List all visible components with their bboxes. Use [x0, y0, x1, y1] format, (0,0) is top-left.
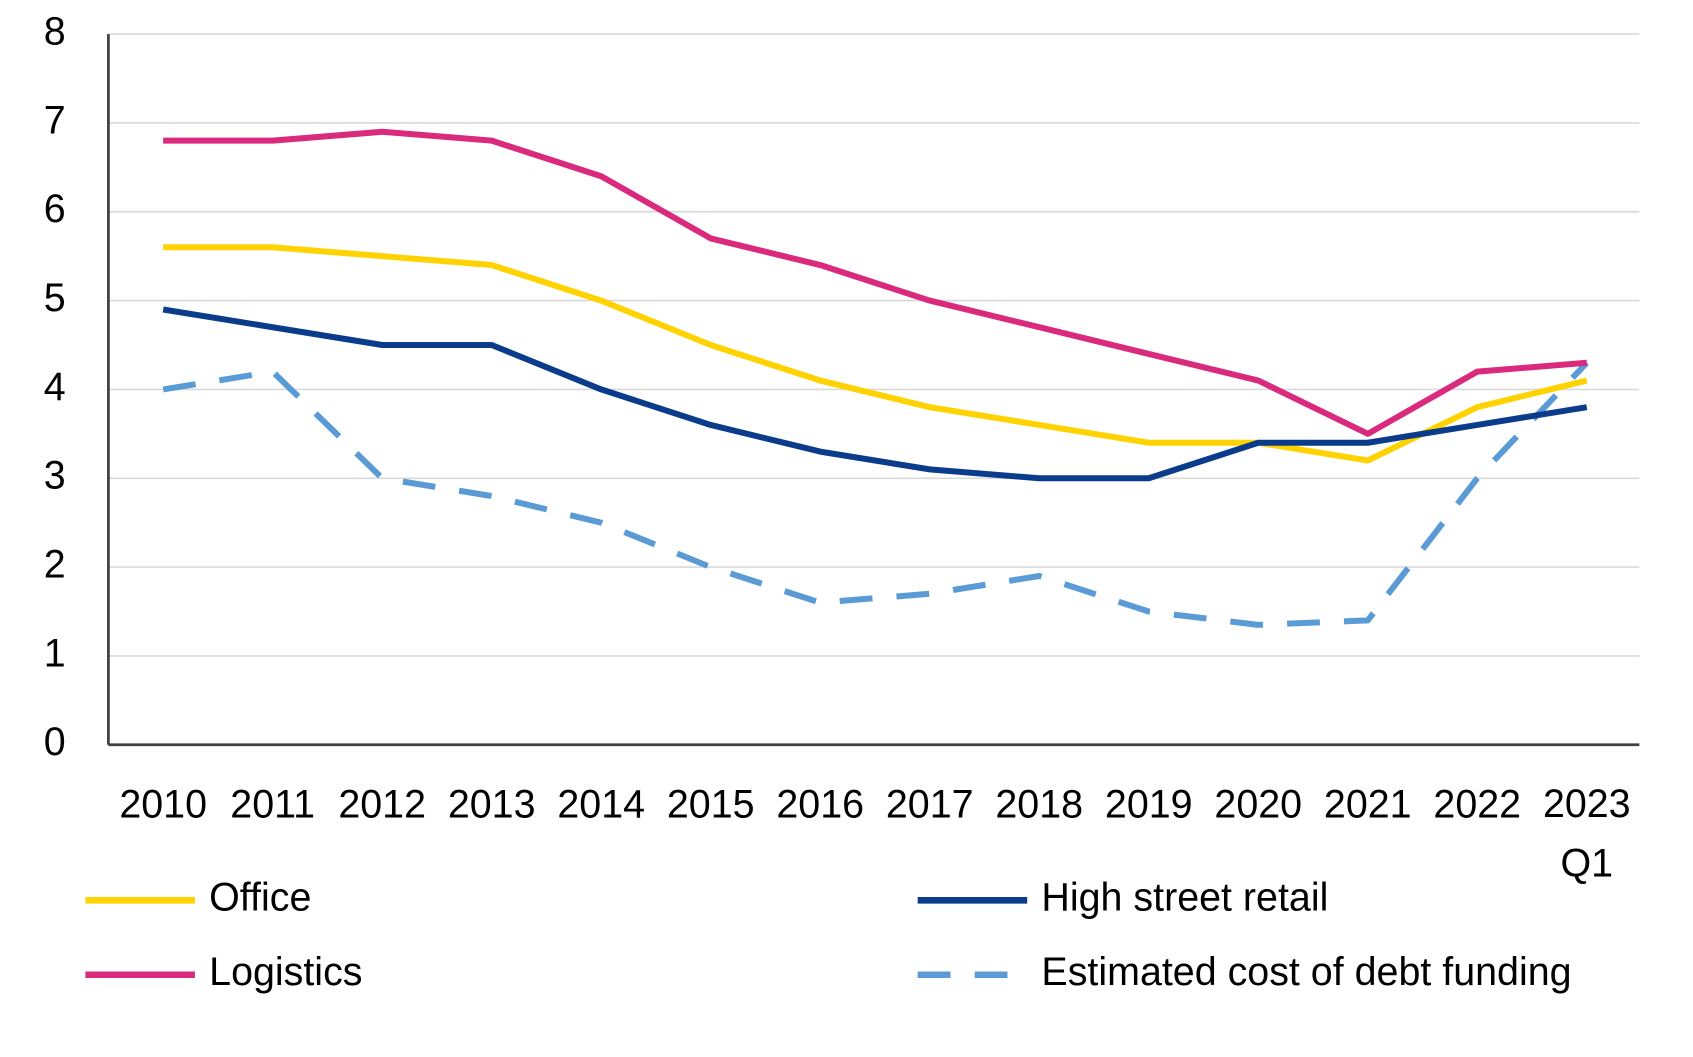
- x-tick-label: 2017: [886, 783, 974, 827]
- x-tick-label: 2020: [1214, 783, 1302, 827]
- y-tick-label: 0: [44, 720, 66, 764]
- x-tick-label: 2015: [667, 783, 755, 827]
- x-tick-label: 2012: [338, 783, 426, 827]
- series-line: [162, 360, 1589, 628]
- y-tick-label: 8: [44, 9, 66, 53]
- series-line: [162, 306, 1588, 482]
- legend-label: Logistics: [209, 950, 362, 994]
- x-tick-label: 2016: [776, 783, 864, 827]
- y-tick-label: 7: [44, 98, 66, 142]
- x-tick-label: 2019: [1105, 783, 1193, 827]
- x-tick-label: 2021: [1324, 783, 1412, 827]
- y-tick-label: 6: [44, 187, 66, 231]
- series-line: [163, 128, 1588, 437]
- y-tick-label: 3: [44, 454, 66, 498]
- y-tick-label: 4: [44, 365, 66, 409]
- x-tick-label: 2011: [230, 783, 315, 827]
- y-tick-label: 5: [44, 276, 66, 320]
- legend-label: Estimated cost of debt funding: [1041, 950, 1571, 994]
- x-tick-label: 2013: [448, 783, 536, 827]
- legend-label: High street retail: [1041, 876, 1328, 920]
- x-tick-label: 2023 Q1: [1543, 783, 1631, 886]
- series-line: [163, 244, 1588, 464]
- y-tick-label: 1: [44, 631, 66, 675]
- x-tick-label: 2018: [995, 783, 1083, 827]
- legend-label: Office: [209, 876, 311, 920]
- x-tick-label: 2022: [1433, 783, 1521, 827]
- x-tick-label: 2010: [119, 783, 207, 827]
- y-tick-label: 2: [44, 543, 66, 587]
- x-tick-label: 2014: [557, 783, 645, 827]
